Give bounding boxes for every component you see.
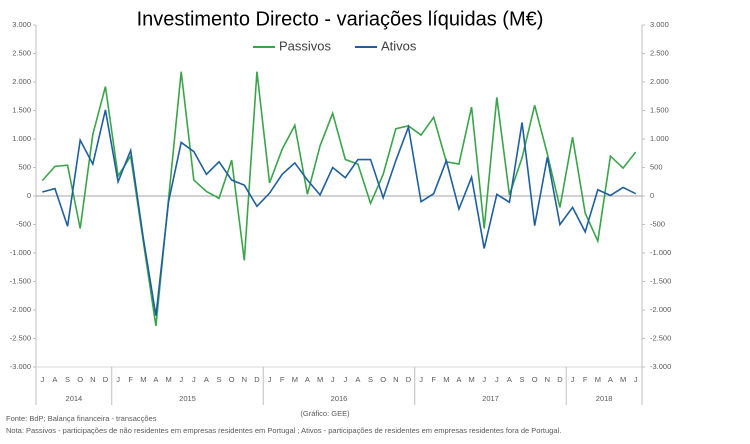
- y-tick-label: 0: [27, 191, 31, 200]
- x-tick-label: O: [380, 375, 386, 384]
- y2-tick-label: -1.000: [650, 248, 671, 257]
- x-tick-label: J: [268, 375, 272, 384]
- x-tick-label: J: [116, 375, 120, 384]
- x-tick-label: M: [620, 375, 626, 384]
- x-tick-label: A: [456, 375, 461, 384]
- y-tick-label: -1.000: [10, 248, 31, 257]
- y2-tick-label: -1.500: [650, 276, 671, 285]
- y2-tick-label: 1.000: [650, 134, 669, 143]
- y-tick-label: -2.500: [10, 333, 31, 342]
- legend-label: Passivos: [279, 38, 332, 53]
- y-tick-label: 2.500: [12, 48, 31, 57]
- y-tick-label: 500: [18, 162, 31, 171]
- y-tick-label: -3.000: [10, 362, 31, 371]
- y2-tick-label: 2.500: [650, 48, 669, 57]
- x-tick-label: J: [192, 375, 196, 384]
- legend-label: Ativos: [381, 38, 417, 53]
- x-tick-label: S: [520, 375, 525, 384]
- x-tick-label: J: [331, 375, 335, 384]
- x-tick-label: J: [40, 375, 44, 384]
- x-tick-label: A: [153, 375, 158, 384]
- x-tick-label: N: [393, 375, 398, 384]
- x-tick-label: J: [482, 375, 486, 384]
- x-tick-label: A: [204, 375, 209, 384]
- x-tick-label: M: [140, 375, 146, 384]
- x-tick-label: O: [229, 375, 235, 384]
- x-tick-label: D: [103, 375, 109, 384]
- y-tick-label: -1.500: [10, 276, 31, 285]
- y2-tick-label: -2.000: [650, 305, 671, 314]
- x-tick-label: A: [507, 375, 512, 384]
- x-tick-label: A: [355, 375, 360, 384]
- x-tick-label: J: [571, 375, 575, 384]
- x-tick-label: F: [128, 375, 133, 384]
- y2-tick-label: 500: [650, 162, 663, 171]
- x-group-label: 2014: [66, 394, 83, 403]
- x-tick-label: D: [254, 375, 260, 384]
- x-tick-label: N: [242, 375, 247, 384]
- y-tick-label: 1.000: [12, 134, 31, 143]
- y2-tick-label: 0: [650, 191, 654, 200]
- y-tick-label: -500: [16, 219, 31, 228]
- y2-tick-label: 1.500: [650, 105, 669, 114]
- y2-tick-label: -3.000: [650, 362, 671, 371]
- x-group-label: 2015: [179, 394, 196, 403]
- x-tick-label: A: [608, 375, 613, 384]
- y-tick-label: 3.000: [12, 20, 31, 29]
- x-tick-label: M: [468, 375, 474, 384]
- x-tick-label: D: [557, 375, 563, 384]
- y2-tick-label: 2.000: [650, 77, 669, 86]
- x-tick-label: F: [583, 375, 588, 384]
- x-tick-label: S: [217, 375, 222, 384]
- x-tick-label: A: [305, 375, 310, 384]
- chart-title: Investimento Directo - variações líquida…: [137, 8, 544, 30]
- y2-tick-label: -2.500: [650, 333, 671, 342]
- x-tick-label: S: [368, 375, 373, 384]
- y-tick-label: 1.500: [12, 105, 31, 114]
- x-tick-label: O: [532, 375, 538, 384]
- x-tick-label: M: [443, 375, 449, 384]
- source: Fonte: BdP; Balança financeira - transac…: [6, 414, 157, 423]
- y-tick-label: 2.000: [12, 77, 31, 86]
- credit: (Gráfico: GEE): [300, 409, 350, 418]
- x-tick-label: J: [634, 375, 638, 384]
- x-tick-label: O: [77, 375, 83, 384]
- note: Nota: Passivos - participações de não re…: [6, 426, 561, 435]
- x-tick-label: N: [545, 375, 550, 384]
- x-group-label: 2016: [331, 394, 348, 403]
- series-line: [42, 109, 637, 316]
- y2-tick-label: 3.000: [650, 20, 669, 29]
- x-tick-label: M: [292, 375, 298, 384]
- x-group-label: 2017: [482, 394, 499, 403]
- x-tick-label: D: [406, 375, 412, 384]
- x-tick-label: M: [317, 375, 323, 384]
- x-tick-label: M: [165, 375, 171, 384]
- x-tick-label: J: [419, 375, 423, 384]
- x-group-label: 2018: [596, 394, 613, 403]
- x-tick-label: A: [52, 375, 57, 384]
- x-tick-label: J: [179, 375, 183, 384]
- x-tick-label: J: [495, 375, 499, 384]
- y2-tick-label: -500: [650, 219, 665, 228]
- x-tick-label: M: [595, 375, 601, 384]
- x-tick-label: F: [431, 375, 436, 384]
- x-tick-label: N: [90, 375, 95, 384]
- x-tick-label: J: [343, 375, 347, 384]
- y-tick-label: -2.000: [10, 305, 31, 314]
- x-tick-label: S: [65, 375, 70, 384]
- x-tick-label: F: [280, 375, 285, 384]
- series-line: [41, 71, 637, 327]
